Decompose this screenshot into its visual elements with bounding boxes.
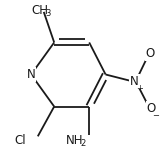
Text: O: O	[146, 102, 156, 115]
Text: Cl: Cl	[14, 134, 26, 147]
Text: CH: CH	[31, 4, 48, 17]
Text: 3: 3	[46, 9, 51, 18]
Text: +: +	[136, 84, 143, 93]
Text: 2: 2	[81, 139, 86, 148]
Text: NH: NH	[66, 134, 84, 147]
Text: N: N	[130, 75, 139, 88]
Text: −: −	[152, 111, 159, 120]
Text: N: N	[27, 68, 35, 81]
Text: O: O	[146, 47, 155, 60]
